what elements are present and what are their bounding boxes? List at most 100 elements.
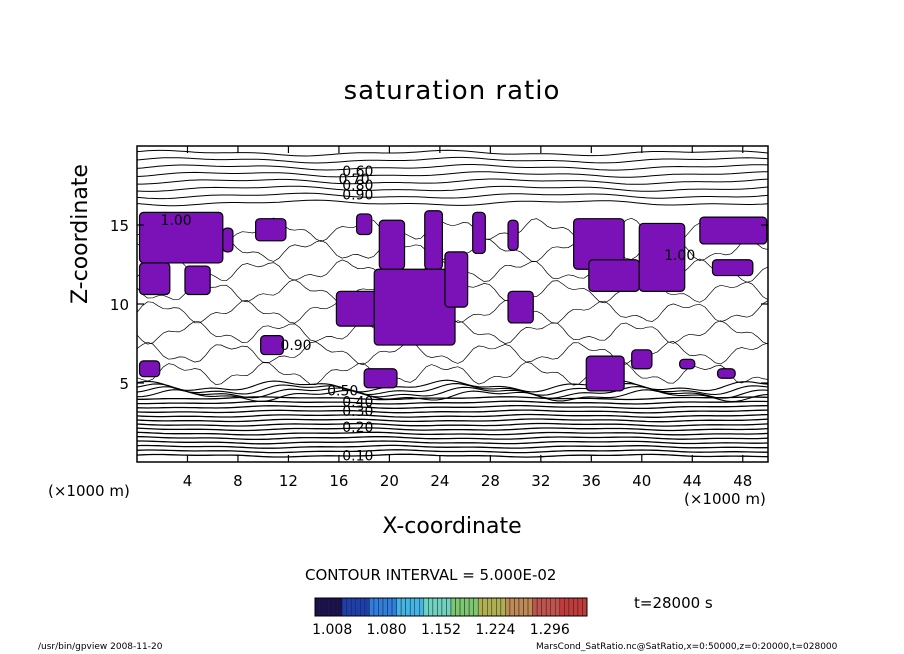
- shaded-region: [138, 262, 171, 296]
- colorbar-cell: [459, 597, 465, 617]
- colorbar-cell: [455, 597, 461, 617]
- contour-line: [136, 379, 769, 393]
- colorbar-cell: [405, 597, 411, 617]
- colorbar-cell: [360, 597, 366, 617]
- contour-label: 0.90: [342, 188, 373, 204]
- colorbar-cell: [541, 597, 547, 617]
- contour-lines: [136, 149, 769, 458]
- contour-line: [137, 400, 769, 405]
- supersaturated-regions: [138, 210, 768, 392]
- colorbar-cell: [373, 597, 379, 617]
- x-tick-label: 48: [733, 472, 752, 490]
- shaded-region: [355, 213, 373, 236]
- colorbar-tick-label: 1.008: [312, 622, 352, 638]
- colorbar-cell: [536, 597, 542, 617]
- x-tick-label: 8: [233, 472, 243, 490]
- y-tick-label: 5: [119, 375, 129, 393]
- colorbar-cell: [319, 597, 325, 617]
- shaded-region: [373, 268, 456, 346]
- contour-line: [136, 156, 769, 164]
- colorbar-cell: [328, 597, 334, 617]
- colorbar-cell: [432, 597, 438, 617]
- colorbar-cell: [482, 597, 488, 617]
- colorbar-cell: [428, 597, 434, 617]
- contour-label: 0.80: [342, 178, 373, 194]
- shaded-region: [507, 290, 534, 324]
- shaded-region: [638, 222, 686, 292]
- colorbar-tick-label: 1.224: [475, 622, 515, 638]
- colorbar-cell: [582, 597, 588, 617]
- colorbar-cell: [337, 597, 343, 617]
- colorbar-cell: [419, 597, 425, 617]
- colorbar-cell: [423, 597, 429, 617]
- colorbar-cell: [332, 597, 338, 617]
- contour-label: 0.90: [280, 338, 311, 354]
- x-tick-label: 28: [481, 472, 500, 490]
- colorbar-cell: [414, 597, 420, 617]
- colorbar-cell: [400, 597, 406, 617]
- x-tick-label: 40: [632, 472, 651, 490]
- contour-line: [136, 185, 769, 192]
- colorbar-cell: [568, 597, 574, 617]
- colorbar-cell: [564, 597, 570, 617]
- y-axis-label: Z-coordinate: [68, 164, 93, 304]
- contour-line: [136, 404, 768, 410]
- contour-label: 0.40: [342, 395, 373, 411]
- x-tick-label: 44: [683, 472, 702, 490]
- colorbar-cell: [496, 597, 502, 617]
- contour-label: 1.00: [161, 213, 192, 229]
- colorbar-cell: [382, 597, 388, 617]
- shaded-region: [585, 355, 625, 392]
- shaded-region: [255, 218, 287, 242]
- colorbar-cell: [341, 597, 347, 617]
- colorbar-cell: [527, 597, 533, 617]
- contour-label: 0.10: [342, 448, 373, 464]
- colorbar-cell: [555, 597, 561, 617]
- contour-line: [136, 409, 769, 414]
- shaded-region: [260, 335, 284, 356]
- shaded-region: [472, 211, 486, 255]
- colorbar-cell: [573, 597, 579, 617]
- y-tick-label: 10: [110, 296, 129, 314]
- colorbar-cell: [523, 597, 529, 617]
- shaded-region: [699, 216, 768, 245]
- contour-line: [136, 199, 769, 207]
- colorbar-cell: [514, 597, 520, 617]
- colorbar-cell: [545, 597, 551, 617]
- footer-source: MarsCond_SatRatio.nc@SatRatio,x=0:50000,…: [536, 642, 838, 652]
- contour-interval: CONTOUR INTERVAL = 5.000E-02: [305, 566, 557, 584]
- colorbar-cell: [577, 597, 583, 617]
- shaded-region: [363, 368, 398, 389]
- contour-line: [136, 164, 769, 171]
- shaded-region: [222, 227, 234, 253]
- contour-line: [136, 383, 769, 396]
- colorbar-cell: [314, 597, 320, 617]
- x-tick-label: 32: [531, 472, 550, 490]
- colorbar-tick-label: 1.080: [367, 622, 407, 638]
- x-tick-label: 16: [329, 472, 348, 490]
- colorbar-cell: [491, 597, 497, 617]
- shaded-region: [711, 259, 754, 277]
- colorbar-cell: [387, 597, 393, 617]
- colorbar-cell: [446, 597, 452, 617]
- colorbar-cell: [323, 597, 329, 617]
- colorbar-cell: [505, 597, 511, 617]
- contour-line: [136, 444, 768, 449]
- contour-label: 0.70: [338, 172, 369, 188]
- contour-line: [137, 178, 769, 185]
- shaded-region: [507, 219, 519, 251]
- shaded-region: [184, 265, 211, 296]
- colorbar-cell: [500, 597, 506, 617]
- colorbar-cell: [487, 597, 493, 617]
- x-tick-label: 24: [430, 472, 449, 490]
- colorbar-frame: [314, 597, 588, 617]
- colorbar-cell: [364, 597, 370, 617]
- y-axis-unit: (×1000 m): [48, 482, 130, 500]
- shaded-region: [424, 210, 444, 270]
- y-tick-label: 15: [110, 217, 129, 235]
- x-tick-label: 12: [279, 472, 298, 490]
- chart-title: saturation ratio: [343, 76, 561, 106]
- contour-label: 0.30: [342, 404, 373, 420]
- contour-line: [136, 192, 769, 200]
